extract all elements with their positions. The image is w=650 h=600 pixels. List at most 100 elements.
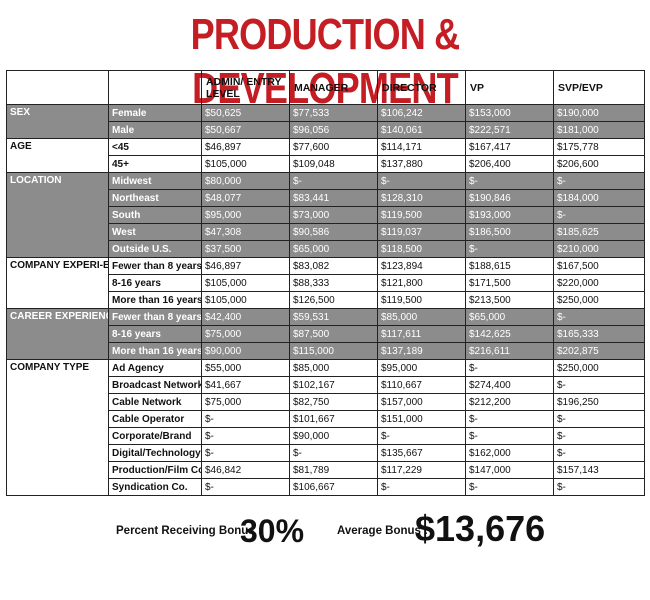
table-row: Corporate/Brand $- $90,000 $- $- $- — [7, 427, 645, 445]
salary-cell: $65,000 — [289, 240, 378, 258]
salary-cell: $37,500 — [201, 240, 290, 258]
row-label: Midwest — [108, 172, 202, 190]
salary-cell: $123,894 — [377, 257, 466, 275]
row-label: West — [108, 223, 202, 241]
table-row: LOCATION Midwest $80,000 $- $- $- $- — [6, 172, 645, 258]
row-label: Northeast — [108, 189, 202, 207]
salary-cell: $167,417 — [465, 138, 554, 156]
salary-cell: $59,531 — [289, 308, 378, 326]
salary-cell: $77,600 — [289, 138, 378, 156]
salary-table: ADMIN/ ENTRY LEVEL MANAGER DIRECTOR VP S… — [6, 70, 645, 496]
salary-cell: $157,000 — [377, 393, 466, 411]
salary-cell: $167,500 — [553, 257, 645, 275]
salary-cell: $- — [553, 410, 645, 428]
salary-cell: $220,000 — [553, 274, 645, 292]
salary-cell: $88,333 — [289, 274, 378, 292]
salary-cell: $75,000 — [201, 325, 290, 343]
salary-cell: $55,000 — [201, 359, 290, 377]
salary-cell: $222,571 — [465, 121, 554, 139]
bonus-percent-label: Percent Receiving Bonus : — [116, 525, 262, 537]
salary-cell: $- — [465, 427, 554, 445]
salary-cell: $126,500 — [289, 291, 378, 309]
salary-cell: $165,333 — [553, 325, 645, 343]
salary-cell: $121,800 — [377, 274, 466, 292]
table-row: Broadcast Network $41,667 $102,167 $110,667… — [7, 376, 645, 394]
salary-cell: $50,625 — [201, 104, 290, 122]
table-row: Male $50,667 $96,056 $140,061 $222,571 $181,0… — [7, 121, 645, 139]
category-label: AGE — [6, 138, 109, 173]
table-row: More than 16 years $90,000 $115,000 $137,18… — [7, 342, 645, 360]
salary-cell: $193,000 — [465, 206, 554, 224]
row-label: 8-16 years — [108, 325, 202, 343]
salary-cell: $142,625 — [465, 325, 554, 343]
salary-cell: $250,000 — [553, 291, 645, 309]
salary-cell: $- — [201, 427, 290, 445]
salary-cell: $83,082 — [289, 257, 378, 275]
row-label: Production/Film Co. — [108, 461, 202, 479]
salary-cell: $274,400 — [465, 376, 554, 394]
row-label: Syndication Co. — [108, 478, 202, 496]
salary-cell: $- — [553, 376, 645, 394]
salary-cell: $118,500 — [377, 240, 466, 258]
row-label: Fewer than 8 years — [108, 257, 202, 275]
table-row: Digital/Technology $- $- $135,667 $162,000 $- — [7, 444, 645, 462]
salary-cell: $46,897 — [201, 257, 290, 275]
salary-cell: $185,625 — [553, 223, 645, 241]
salary-cell: $85,000 — [289, 359, 378, 377]
bonus-summary: Percent Receiving Bonus : 30% Average Bo… — [0, 508, 650, 562]
salary-cell: $119,500 — [377, 291, 466, 309]
salary-cell: $42,400 — [201, 308, 290, 326]
salary-cell: $151,000 — [377, 410, 466, 428]
salary-cell: $117,611 — [377, 325, 466, 343]
salary-cell: $77,533 — [289, 104, 378, 122]
salary-cell: $102,167 — [289, 376, 378, 394]
table-row: Syndication Co. $- $106,667 $- $- $- — [7, 478, 645, 496]
column-header-director: DIRECTOR — [377, 70, 466, 105]
table-row: CAREER EXPERIENCEFewer than 8 years$42,4… — [6, 308, 645, 360]
salary-cell: $- — [289, 172, 378, 190]
salary-cell: $212,200 — [465, 393, 554, 411]
salary-cell: $- — [553, 444, 645, 462]
salary-cell: $82,750 — [289, 393, 378, 411]
salary-cell: $115,000 — [289, 342, 378, 360]
salary-cell: $96,056 — [289, 121, 378, 139]
row-label: 8-16 years — [108, 274, 202, 292]
salary-cell: $- — [553, 172, 645, 190]
salary-cell: $250,000 — [553, 359, 645, 377]
salary-cell: $162,000 — [465, 444, 554, 462]
row-label: More than 16 years — [108, 291, 202, 309]
table-row: 8-16 years $105,000 $88,333 $121,800 $171,50… — [7, 274, 645, 292]
salary-cell: $46,842 — [201, 461, 290, 479]
column-header — [108, 70, 202, 105]
column-header-vp: VP — [465, 70, 554, 105]
salary-cell: $95,000 — [201, 206, 290, 224]
row-label: Outside U.S. — [108, 240, 202, 258]
salary-cell: $119,500 — [377, 206, 466, 224]
salary-cell: $105,000 — [201, 291, 290, 309]
salary-cell: $81,789 — [289, 461, 378, 479]
average-bonus-label: Average Bonus : — [337, 525, 428, 537]
salary-cell: $- — [553, 478, 645, 496]
category-label: CAREER EXPERIENCE — [6, 308, 109, 360]
row-label: Digital/Technology — [108, 444, 202, 462]
salary-cell: $46,897 — [201, 138, 290, 156]
salary-cell: $105,000 — [201, 155, 290, 173]
salary-cell: $206,600 — [553, 155, 645, 173]
salary-cell: $110,667 — [377, 376, 466, 394]
salary-cell: $181,000 — [553, 121, 645, 139]
salary-cell: $114,171 — [377, 138, 466, 156]
salary-cell: $50,667 — [201, 121, 290, 139]
salary-cell: $90,000 — [289, 427, 378, 445]
salary-cell: $41,667 — [201, 376, 290, 394]
salary-cell: $184,000 — [553, 189, 645, 207]
category-label: SEX — [6, 104, 109, 139]
salary-cell: $106,242 — [377, 104, 466, 122]
salary-cell: $175,778 — [553, 138, 645, 156]
row-label: Broadcast Network — [108, 376, 202, 394]
row-label: <45 — [108, 138, 202, 156]
salary-cell: $105,000 — [201, 274, 290, 292]
salary-cell: $- — [465, 359, 554, 377]
table-row: COMPANY EXPERI-ENCEFewer than 8 years$46… — [6, 257, 645, 309]
column-header-admin-entry: ADMIN/ ENTRY LEVEL — [201, 70, 290, 105]
salary-cell: $- — [377, 427, 466, 445]
